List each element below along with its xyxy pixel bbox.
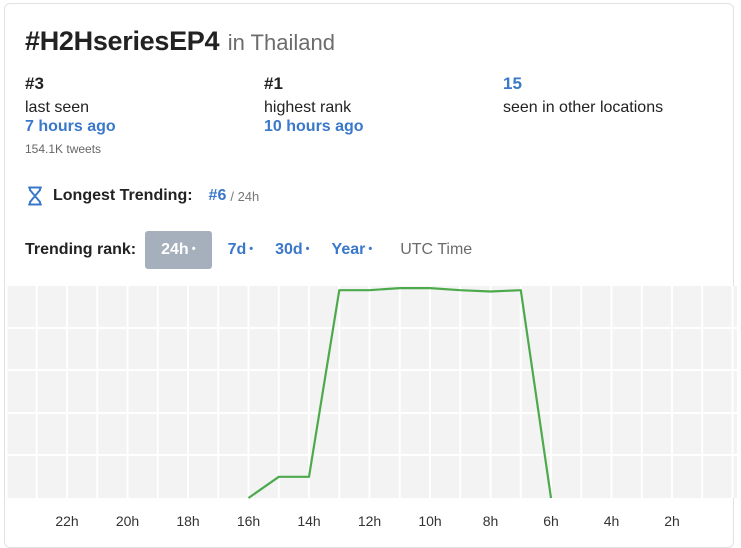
x-tick-label: 2h	[664, 513, 680, 529]
tab-year[interactable]: Year •	[332, 241, 373, 259]
tab-label: 7d	[227, 241, 247, 258]
location-label: in Thailand	[227, 30, 335, 55]
timezone-toggle[interactable]: UTC Time	[400, 241, 473, 258]
longest-trending-rank[interactable]: #6	[208, 187, 227, 204]
x-tick-label: 10h	[418, 513, 441, 529]
trending-rank-controls: Trending rank: 24h • 7d • 30d • Year • UTC T…	[25, 230, 472, 270]
stat-rank: #1	[264, 74, 283, 93]
tab-dot: •	[368, 243, 373, 255]
x-tick-label: 18h	[176, 513, 199, 529]
x-tick-label: 4h	[604, 513, 620, 529]
tab-30d[interactable]: 30d •	[275, 241, 309, 259]
x-tick-label: 16h	[237, 513, 260, 529]
stat-other-locations: 15 seen in other locations	[503, 74, 663, 117]
tab-label: 30d	[275, 241, 303, 258]
tab-dot: •	[249, 243, 254, 255]
chart-plot-area	[6, 286, 737, 498]
trending-rank-chart: 22h 20h 18h 16h 14h 12h 10h 8h 6h 4h 2h	[5, 286, 737, 529]
tab-7d[interactable]: 7d •	[228, 241, 254, 259]
tab-dot: •	[191, 243, 196, 255]
tab-label: 24h	[161, 241, 189, 258]
x-tick-label: 22h	[55, 513, 78, 529]
x-tick-label: 20h	[116, 513, 139, 529]
stat-highest-rank: #1 highest rank 10 hours ago	[264, 74, 364, 136]
x-tick-label: 14h	[297, 513, 320, 529]
trending-rank-label: Trending rank:	[25, 241, 137, 258]
longest-trending-window: / 24h	[230, 188, 260, 204]
stat-time-link[interactable]: 7 hours ago	[25, 118, 116, 135]
hourglass-icon	[27, 186, 43, 206]
x-tick-label: 12h	[358, 513, 381, 529]
longest-trending: Longest Trending: #6 / 24h	[27, 184, 259, 208]
x-tick-label: 8h	[483, 513, 499, 529]
tab-24h[interactable]: 24h •	[145, 231, 212, 269]
tweet-count: 154.1K tweets	[25, 142, 102, 156]
stat-label: seen in other locations	[503, 99, 664, 116]
hashtag-title[interactable]: #H2HseriesEP4	[25, 26, 220, 56]
x-tick-label: 6h	[543, 513, 559, 529]
other-locations-count[interactable]: 15	[503, 74, 522, 93]
longest-trending-label: Longest Trending:	[53, 187, 193, 204]
stat-last-seen: #3 last seen 7 hours ago 154.1K tweets	[25, 74, 116, 156]
stat-label: last seen	[25, 99, 90, 116]
title-row: #H2HseriesEP4 in Thailand	[25, 26, 335, 57]
tab-label: Year	[331, 241, 366, 258]
tab-dot: •	[305, 243, 310, 255]
stat-rank: #3	[25, 74, 44, 93]
rank-series-line	[247, 286, 553, 499]
stat-time-link[interactable]: 10 hours ago	[264, 118, 364, 135]
stat-label: highest rank	[264, 99, 352, 116]
